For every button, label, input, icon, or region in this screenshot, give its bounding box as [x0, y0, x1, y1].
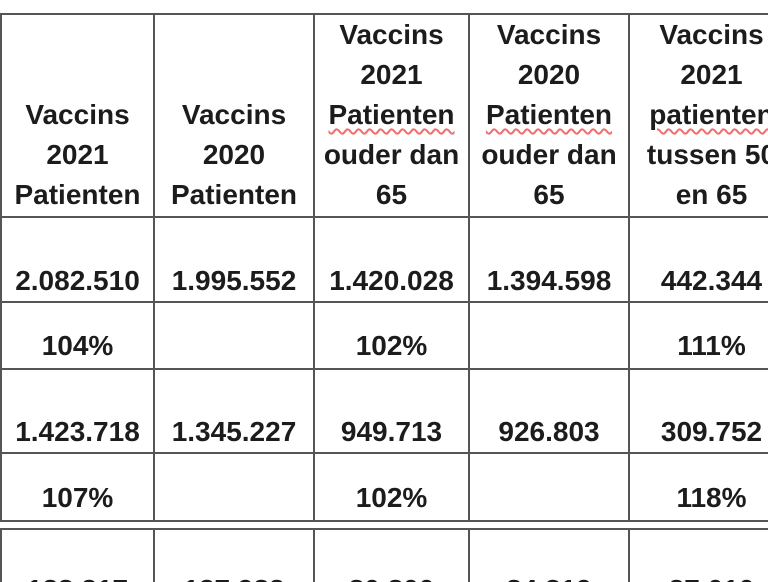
- row-counts-2: 1.423.718 1.345.227 949.713 926.803 309.…: [0, 368, 768, 454]
- cell-pct2-col4[interactable]: [468, 452, 630, 522]
- cell-counts3-col2[interactable]: 127.982: [153, 528, 315, 582]
- vaccine-comparison-table-lower: 123.217 127.982 80.800 84.319 27.010: [0, 528, 768, 582]
- cell-counts2-col4[interactable]: 926.803: [468, 368, 630, 454]
- header-line: patienten: [631, 95, 768, 135]
- header-line: Vaccins: [181, 99, 287, 130]
- misspelled-word: Patienten: [485, 99, 613, 130]
- cell-pct1-col4[interactable]: [468, 301, 630, 370]
- header-line: 2021: [680, 59, 743, 90]
- table-header-row: Vaccins 2021 Patienten Vaccins 2020 Pati…: [0, 13, 768, 218]
- row-counts-3: 123.217 127.982 80.800 84.319 27.010: [0, 528, 768, 582]
- header-vaccins-2020-patienten[interactable]: Vaccins 2020 Patienten: [153, 13, 315, 218]
- cell-counts1-col4[interactable]: 1.394.598: [468, 216, 630, 303]
- header-line: 2021: [46, 139, 109, 170]
- header-line: 2020: [202, 139, 266, 170]
- header-line: Vaccins: [339, 19, 444, 50]
- header-line: Patienten: [170, 179, 298, 210]
- cell-counts2-col1[interactable]: 1.423.718: [0, 368, 155, 454]
- header-line: 2020: [517, 59, 581, 90]
- header-line: 65: [375, 179, 408, 210]
- cell-counts1-col1[interactable]: 2.082.510: [0, 216, 155, 303]
- cell-pct2-col2[interactable]: [153, 452, 315, 522]
- header-line: tussen 50: [646, 139, 768, 170]
- header-vaccins-2020-ouder-dan-65[interactable]: Vaccins 2020 Patienten ouder dan 65: [468, 13, 630, 218]
- cell-pct2-col5[interactable]: 118%: [628, 452, 768, 522]
- cell-counts1-col5[interactable]: 442.344: [628, 216, 768, 303]
- cell-counts1-col3[interactable]: 1.420.028: [313, 216, 470, 303]
- header-line: Vaccins: [496, 19, 602, 50]
- header-line: ouder dan: [481, 139, 617, 170]
- header-line: Patienten: [14, 179, 141, 210]
- cell-counts2-col5[interactable]: 309.752: [628, 368, 768, 454]
- cell-pct1-col5[interactable]: 111%: [628, 301, 768, 370]
- header-vaccins-2021-patienten[interactable]: Vaccins 2021 Patienten: [0, 13, 155, 218]
- vaccine-comparison-table: Vaccins 2021 Patienten Vaccins 2020 Pati…: [0, 13, 768, 522]
- header-vaccins-2021-tussen-50-en-65[interactable]: Vaccins 2021 patienten tussen 50 en 65: [628, 13, 768, 218]
- header-line: Vaccins: [659, 19, 764, 50]
- header-line: Patienten: [316, 95, 467, 135]
- row-percent-2: 107% 102% 118%: [0, 452, 768, 522]
- header-line: Vaccins: [25, 99, 130, 130]
- header-vaccins-2021-ouder-dan-65[interactable]: Vaccins 2021 Patienten ouder dan 65: [313, 13, 470, 218]
- header-line: Patienten: [471, 95, 627, 135]
- cell-counts2-col3[interactable]: 949.713: [313, 368, 470, 454]
- misspelled-word: Patienten: [328, 99, 455, 130]
- row-counts-1: 2.082.510 1.995.552 1.420.028 1.394.598 …: [0, 216, 768, 303]
- header-line: en 65: [675, 179, 748, 210]
- header-line: 65: [533, 179, 565, 210]
- misspelled-word: patienten: [649, 99, 768, 130]
- cell-counts1-col2[interactable]: 1.995.552: [153, 216, 315, 303]
- cell-pct2-col1[interactable]: 107%: [0, 452, 155, 522]
- cell-pct1-col2[interactable]: [153, 301, 315, 370]
- cell-counts3-col5[interactable]: 27.010: [628, 528, 768, 582]
- cell-pct1-col1[interactable]: 104%: [0, 301, 155, 370]
- cell-counts3-col1[interactable]: 123.217: [0, 528, 155, 582]
- cell-counts3-col3[interactable]: 80.800: [313, 528, 470, 582]
- header-line: 2021: [360, 59, 423, 90]
- cell-pct2-col3[interactable]: 102%: [313, 452, 470, 522]
- cell-pct1-col3[interactable]: 102%: [313, 301, 470, 370]
- header-line: ouder dan: [323, 139, 460, 170]
- cell-counts3-col4[interactable]: 84.319: [468, 528, 630, 582]
- row-percent-1: 104% 102% 111%: [0, 301, 768, 370]
- cell-counts2-col2[interactable]: 1.345.227: [153, 368, 315, 454]
